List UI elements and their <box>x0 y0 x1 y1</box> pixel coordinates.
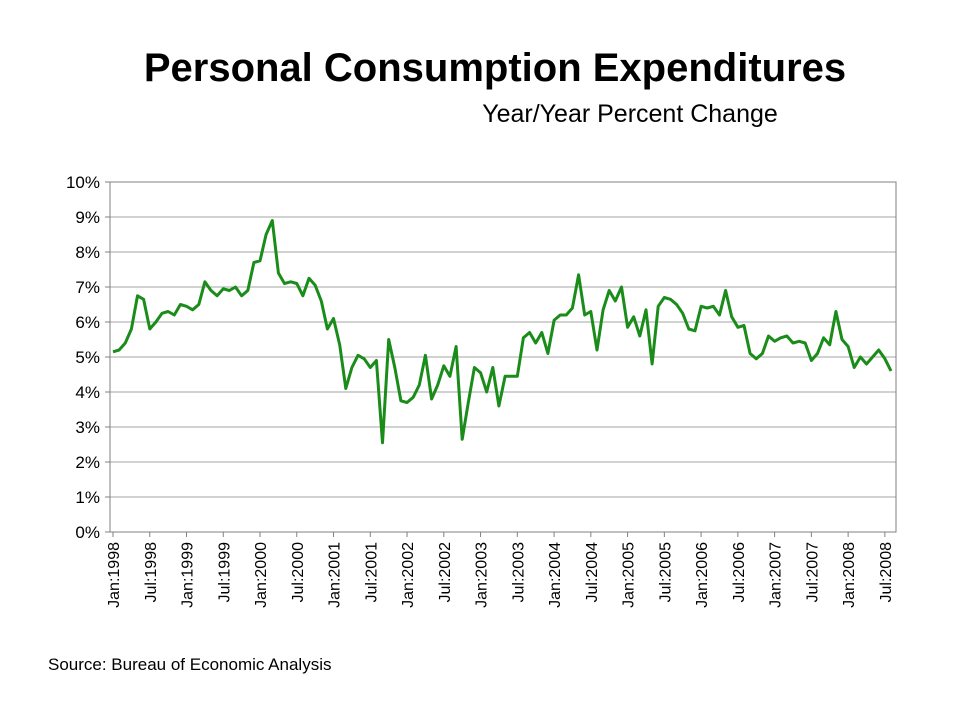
x-tick-label: Jul:2004 <box>584 542 601 603</box>
x-tick-label: Jul:2007 <box>804 542 821 603</box>
x-tick-label: Jul:2005 <box>657 542 674 603</box>
chart-subtitle-text: Year/Year Percent Change <box>482 100 778 128</box>
y-tick-label: 9% <box>75 208 100 227</box>
y-axis: 0% 1% 2% 3% 4% 5% 6% 7% 8% 9% 10% <box>66 173 110 542</box>
x-tick-label: Jan:2003 <box>474 542 491 608</box>
x-tick-label: Jan:2000 <box>253 542 270 608</box>
x-tick-label: Jul:1998 <box>143 542 160 603</box>
source-note: Source: Bureau of Economic Analysis <box>48 655 332 674</box>
gridlines <box>110 216 896 498</box>
y-tick-label: 1% <box>75 488 100 507</box>
x-tick-label: Jul:2000 <box>290 542 307 603</box>
x-tick-label: Jan:2006 <box>694 542 711 608</box>
y-tick-label: 2% <box>75 453 100 472</box>
x-axis: Jan:1998 Jul:1998 Jan:1999 Jul:1999 Jan:2000… <box>106 532 895 608</box>
x-tick-label: Jul:2006 <box>731 542 748 603</box>
x-tick-label: Jul:2002 <box>437 542 454 603</box>
y-tick-label: 4% <box>75 383 100 402</box>
x-tick-label: Jan:1999 <box>180 542 197 608</box>
x-tick-label: Jan:2002 <box>400 542 417 608</box>
y-tick-label: 7% <box>75 278 100 297</box>
y-tick-label: 0% <box>75 523 100 542</box>
chart-subtitle: Year/Year Percent Change <box>0 100 960 129</box>
y-tick-label: 10% <box>66 173 100 192</box>
x-tick-label: Jan:1998 <box>106 542 123 608</box>
y-tick-label: 6% <box>75 313 100 332</box>
y-tick-label: 5% <box>75 348 100 367</box>
x-tick-label: Jul:1999 <box>216 542 233 603</box>
x-tick-label: Jan:2008 <box>841 542 858 608</box>
x-tick-label: Jan:2004 <box>547 542 564 608</box>
x-tick-label: Jan:2005 <box>621 542 638 608</box>
series-line <box>112 219 893 445</box>
x-tick-label: Jan:2001 <box>327 542 344 608</box>
x-tick-label: Jul:2008 <box>878 542 895 603</box>
x-tick-label: Jul:2003 <box>510 542 527 603</box>
y-tick-label: 3% <box>75 418 100 437</box>
x-tick-label: Jan:2007 <box>768 542 785 608</box>
x-tick-label: Jul:2001 <box>363 542 380 603</box>
chart-title: Personal Consumption Expenditures <box>143 46 847 90</box>
y-tick-label: 8% <box>75 243 100 262</box>
